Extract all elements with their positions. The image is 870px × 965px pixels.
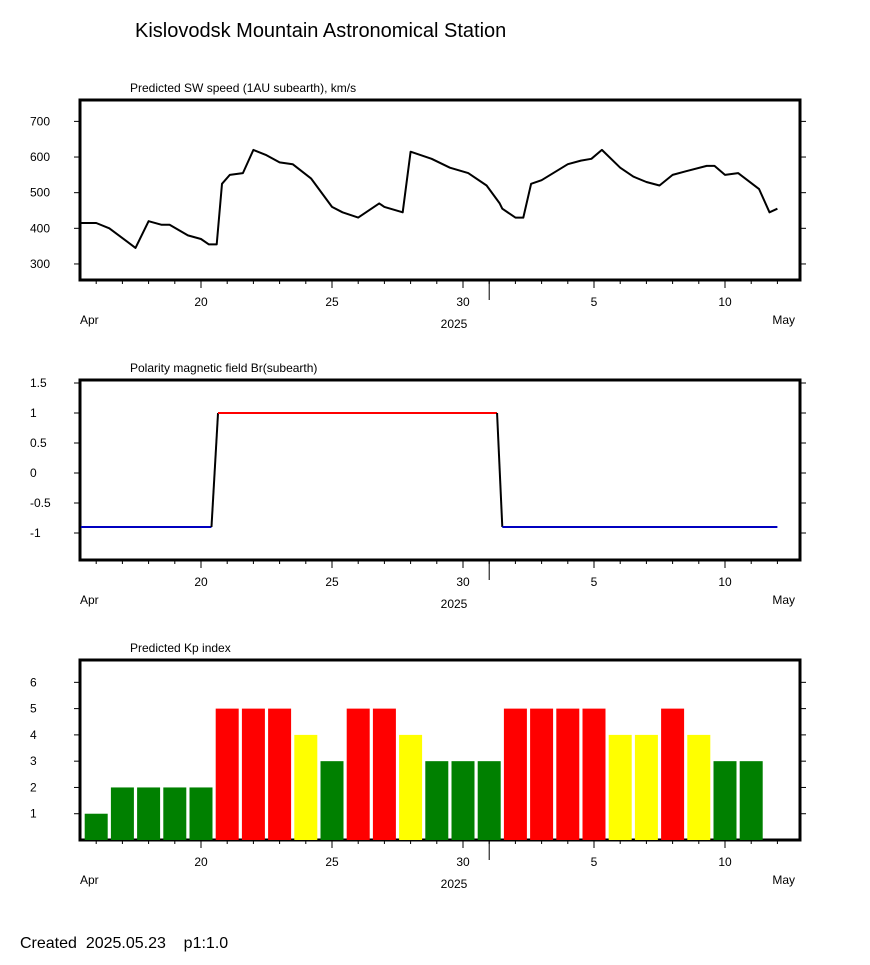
y-tick-label: 6	[30, 675, 37, 689]
kp-bar	[556, 708, 580, 840]
kp-bar	[84, 813, 108, 840]
polarity-segment-transition	[496, 412, 504, 528]
y-tick-label: -1	[30, 526, 41, 540]
chart-title-3: Predicted Kp index	[130, 641, 231, 655]
x-year-label: 2025	[441, 317, 468, 331]
x-month-label-right: May	[772, 313, 795, 327]
kp-bar	[137, 787, 161, 840]
x-tick-label: 25	[325, 295, 339, 309]
x-tick-label: 10	[718, 855, 732, 869]
x-year-label: 2025	[441, 597, 468, 611]
created-date: 2025.05.23	[85, 935, 166, 952]
x-month-label-left: Apr	[80, 873, 99, 887]
kp-bar	[530, 708, 554, 840]
x-tick-label: 30	[456, 295, 470, 309]
y-tick-label: 600	[30, 150, 50, 164]
y-tick-label: 1.5	[30, 376, 47, 390]
kp-bar	[503, 708, 527, 840]
x-month-label-left: Apr	[80, 593, 99, 607]
kp-bar	[425, 761, 449, 840]
y-tick-label: 300	[30, 257, 50, 271]
kp-bar	[608, 734, 632, 840]
kp-bar	[110, 787, 134, 840]
kp-bar	[320, 761, 344, 840]
y-tick-label: 3	[30, 754, 37, 768]
page-title: Kislovodsk Mountain Astronomical Station	[135, 20, 507, 42]
polarity-segment-transition	[210, 412, 220, 528]
y-tick-label: 700	[30, 114, 50, 128]
x-tick-label: 5	[591, 295, 598, 309]
created-label: Created	[20, 935, 77, 952]
x-tick-label: 10	[718, 295, 732, 309]
kp-bar	[477, 761, 501, 840]
kp-bar	[163, 787, 187, 840]
chart-title-2: Polarity magnetic field Br(subearth)	[130, 361, 317, 375]
y-tick-label: -0.5	[30, 496, 51, 510]
x-tick-label: 30	[456, 855, 470, 869]
y-tick-label: 5	[30, 702, 37, 716]
y-tick-label: 1	[30, 807, 37, 821]
kp-bar	[739, 761, 763, 840]
kp-bar	[661, 708, 685, 840]
x-month-label-right: May	[772, 593, 795, 607]
x-tick-label: 5	[591, 855, 598, 869]
y-tick-label: 0.5	[30, 436, 47, 450]
kp-bar	[372, 708, 396, 840]
kp-bar	[713, 761, 737, 840]
y-tick-label: 500	[30, 186, 50, 200]
kp-bar	[582, 708, 606, 840]
kp-bar	[634, 734, 658, 840]
y-tick-label: 4	[30, 728, 37, 742]
x-month-label-left: Apr	[80, 313, 99, 327]
plot-frame-2	[78, 378, 802, 562]
kp-bar	[215, 708, 239, 840]
x-month-label-right: May	[772, 873, 795, 887]
x-tick-label: 25	[325, 575, 339, 589]
kp-bar	[399, 734, 423, 840]
kp-bar	[451, 761, 475, 840]
y-tick-label: 1	[30, 406, 37, 420]
y-tick-label: 2	[30, 780, 37, 794]
chart-title-1: Predicted SW speed (1AU subearth), km/s	[130, 81, 356, 95]
x-tick-label: 30	[456, 575, 470, 589]
x-tick-label: 20	[194, 295, 208, 309]
x-tick-label: 25	[325, 855, 339, 869]
kp-bar	[268, 708, 292, 840]
x-tick-label: 20	[194, 575, 208, 589]
y-tick-label: 0	[30, 466, 37, 480]
kp-bar	[294, 734, 318, 840]
kp-bar	[189, 787, 213, 840]
y-tick-label: 400	[30, 221, 50, 235]
footer: Created 2025.05.23 p1:1.0	[20, 935, 228, 953]
x-tick-label: 10	[718, 575, 732, 589]
kp-bar	[241, 708, 265, 840]
x-year-label: 2025	[441, 877, 468, 891]
x-tick-label: 20	[194, 855, 208, 869]
kp-bar	[687, 734, 711, 840]
plot-frame-1	[78, 98, 802, 282]
x-tick-label: 5	[591, 575, 598, 589]
kp-bar	[346, 708, 370, 840]
sw-speed-line	[81, 148, 778, 249]
page-indicator: p1:1.0	[183, 935, 229, 952]
